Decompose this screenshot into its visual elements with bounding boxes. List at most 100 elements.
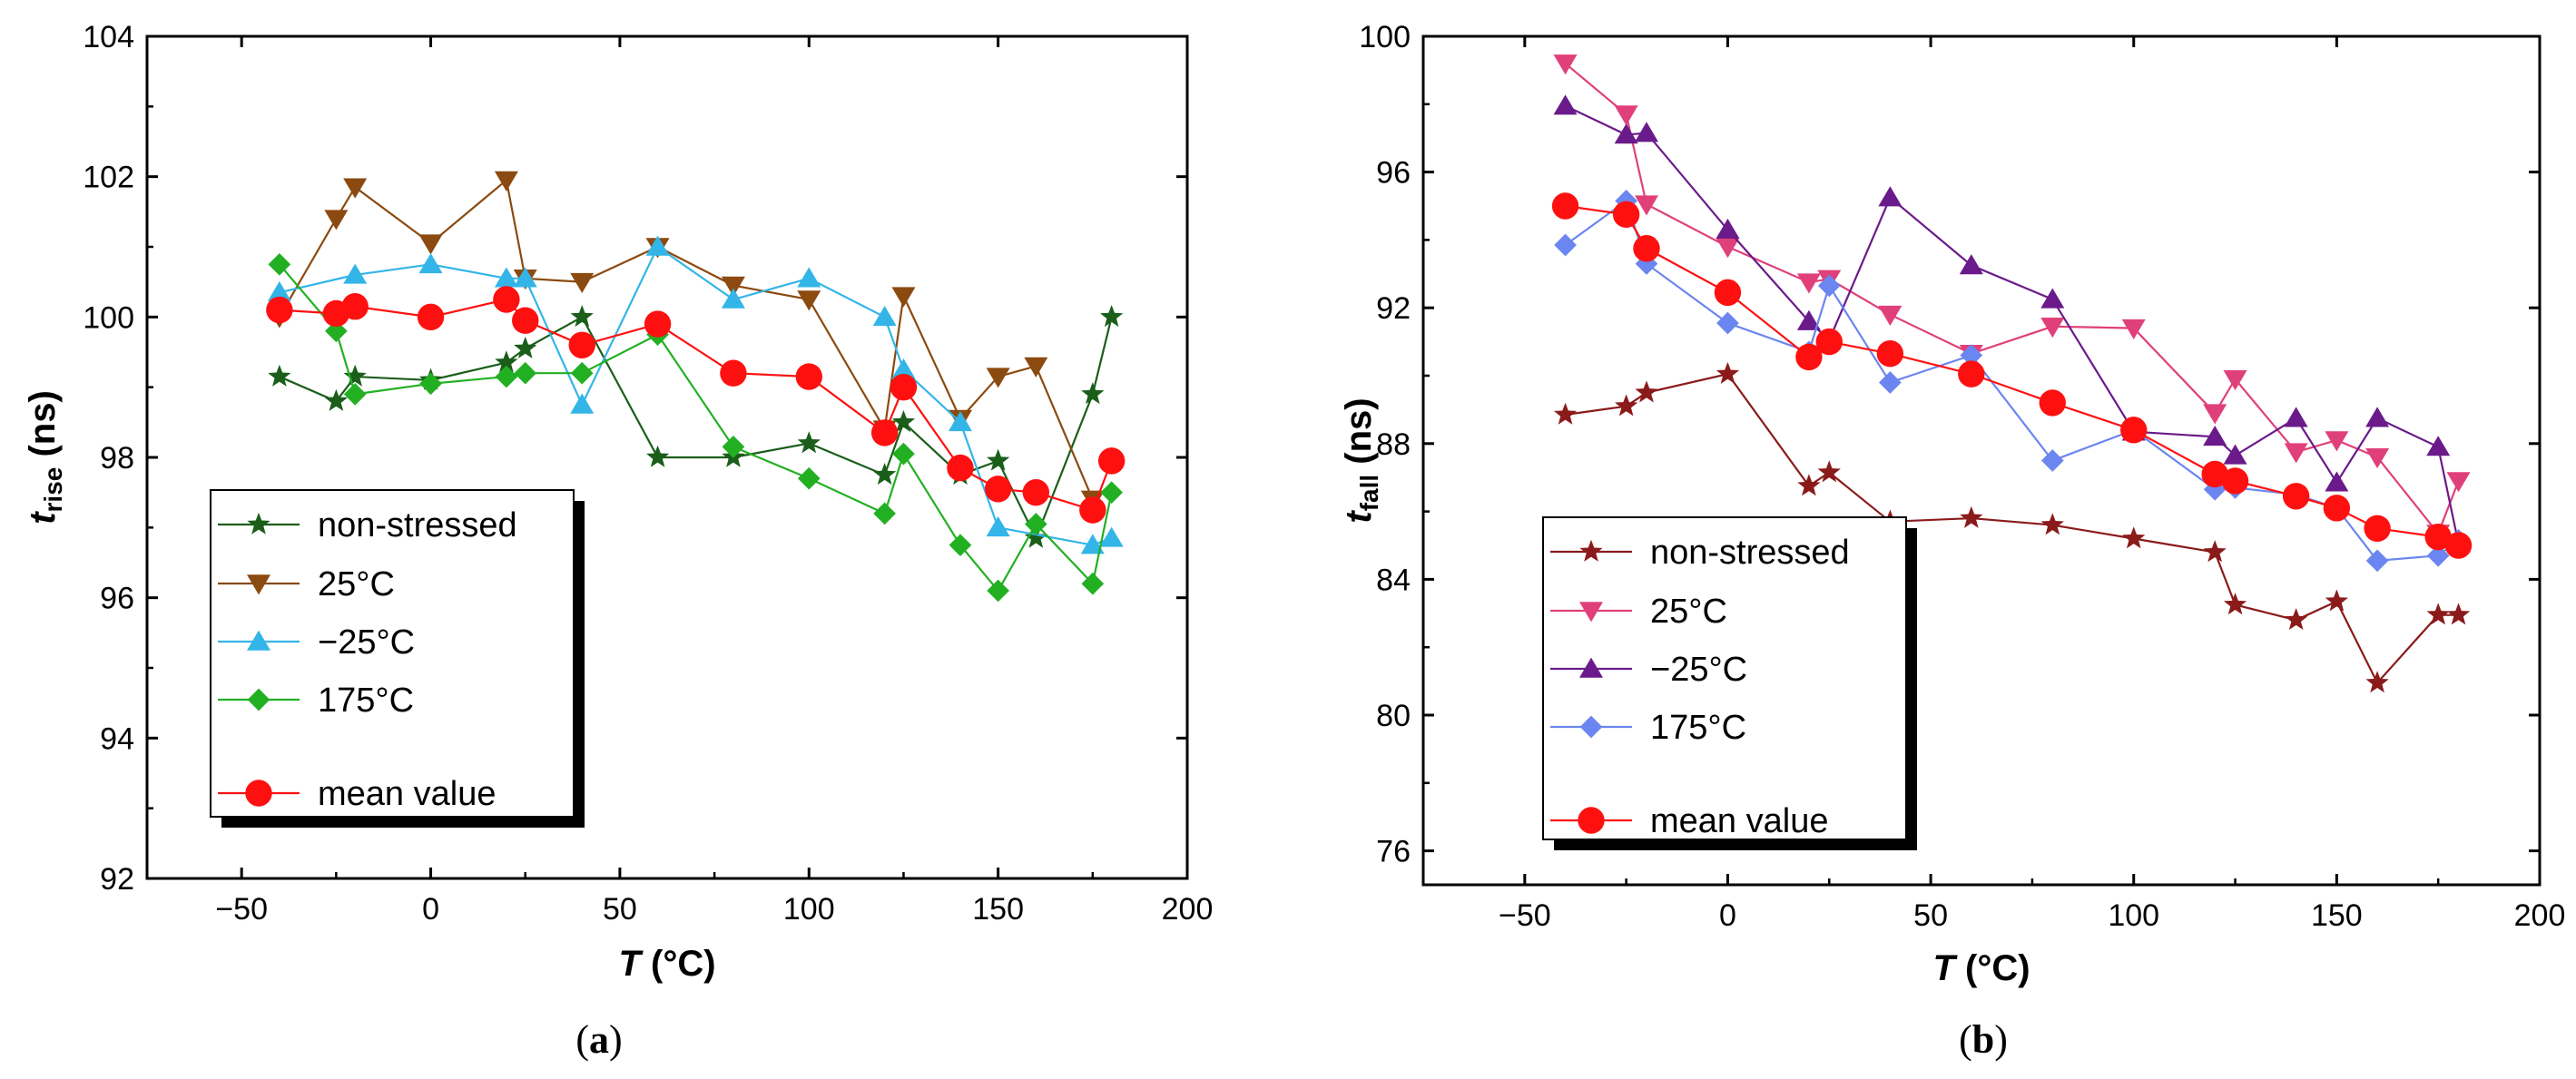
data-point (797, 290, 821, 311)
series-line (278, 178, 1094, 500)
data-point (2040, 288, 2065, 309)
data-point (797, 267, 821, 288)
data-point (1635, 380, 1658, 403)
data-point (1553, 402, 1578, 425)
data-point (343, 263, 368, 284)
data-point (513, 267, 537, 288)
x-tick-label: 200 (2514, 898, 2566, 933)
data-point (645, 235, 670, 256)
legend-entry: 25°C (318, 565, 395, 603)
data-point (1796, 309, 1821, 330)
y-axis-label: tfall (ns) (1339, 397, 1383, 523)
y-tick-label: 84 (1376, 563, 1411, 597)
data-point (1716, 238, 1740, 259)
data-point (645, 445, 670, 467)
data-point (644, 310, 672, 338)
data-point (570, 272, 595, 294)
data-point (1100, 481, 1124, 505)
data-point (722, 436, 745, 458)
data-point (721, 288, 745, 309)
data-point (2426, 603, 2450, 625)
data-point (1024, 525, 1047, 548)
legend-entry: 175°C (1650, 709, 1746, 747)
x-axis-label: T (°C) (1932, 948, 2030, 988)
data-point (2203, 425, 2227, 446)
data-point (343, 383, 367, 406)
data-point (1878, 186, 1903, 207)
y-tick-label: 98 (100, 441, 134, 476)
figure-caption: (a) (575, 1017, 622, 1062)
legend-entry: mean value (1650, 802, 1828, 840)
data-point (2284, 443, 2308, 464)
data-point (948, 410, 972, 432)
data-point (797, 431, 821, 454)
data-point (2446, 603, 2471, 625)
data-point (2365, 407, 2390, 427)
data-point (891, 358, 916, 379)
data-point (872, 305, 897, 327)
data-point (2364, 515, 2391, 542)
data-point (1614, 394, 1638, 417)
data-point (890, 373, 918, 401)
data-point (720, 359, 747, 387)
data-point (2325, 431, 2349, 452)
data-point (514, 336, 537, 358)
data-point (1714, 279, 1742, 307)
data-point (267, 280, 291, 302)
legend-marker (247, 630, 270, 651)
data-point (2284, 607, 2308, 631)
data-point (495, 350, 518, 373)
data-point (1022, 478, 1050, 506)
y-tick-label: 96 (100, 582, 134, 616)
y-tick-label: 92 (100, 862, 134, 897)
data-point (2040, 513, 2064, 535)
data-point (494, 267, 518, 288)
data-point (1633, 235, 1660, 262)
data-point (2424, 523, 2452, 551)
data-point (2121, 319, 2146, 339)
data-point (418, 234, 443, 255)
data-point (1081, 382, 1105, 405)
data-point (1878, 305, 1903, 327)
data-point (872, 463, 897, 486)
data-point (2039, 389, 2066, 417)
data-point (2040, 318, 2065, 338)
data-point (873, 502, 896, 525)
x-tick-label: 150 (2311, 898, 2363, 933)
data-point (891, 410, 916, 433)
data-point (984, 476, 1012, 503)
data-point (418, 252, 443, 274)
data-point (2365, 549, 2389, 573)
data-point (1716, 361, 1740, 384)
legend-marker (1579, 602, 1603, 623)
data-point (1553, 94, 1578, 115)
x-tick-label: 100 (2108, 898, 2159, 933)
y-tick-label: 102 (83, 161, 134, 195)
series--25-c (267, 235, 1124, 554)
data-point (870, 419, 899, 446)
y-tick-label: 92 (1376, 291, 1411, 326)
series-non-stressed (1553, 361, 2471, 693)
legend-marker (247, 574, 270, 595)
data-point (2282, 483, 2310, 510)
data-point (1716, 218, 1740, 239)
y-tick-label: 94 (100, 721, 134, 756)
y-tick-label: 80 (1376, 699, 1411, 733)
data-point (2365, 448, 2390, 469)
legend-entry: −25°C (1650, 651, 1747, 689)
data-point (417, 303, 445, 331)
data-point (1024, 513, 1047, 535)
data-point (268, 252, 291, 276)
data-point (2323, 495, 2351, 522)
legend-marker (1578, 807, 1605, 834)
data-point (949, 534, 972, 557)
data-point (1099, 526, 1124, 547)
legend-entry: non-stressed (318, 506, 517, 544)
data-point (1795, 343, 1823, 371)
data-point (266, 296, 293, 324)
data-point (1960, 344, 1983, 367)
legend-entry: mean value (318, 775, 496, 813)
data-point (2120, 417, 2148, 444)
data-point (1024, 357, 1048, 378)
